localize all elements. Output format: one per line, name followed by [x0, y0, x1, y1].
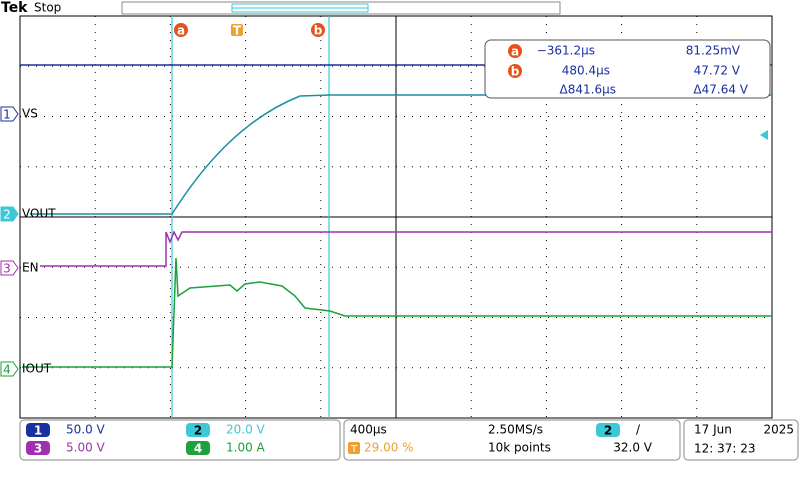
marker-trigger: [231, 24, 243, 36]
channel-flag: [0, 106, 19, 122]
scale-icon: [26, 441, 50, 455]
channel-number: 1: [3, 108, 11, 122]
record-window-frame: [231, 3, 369, 13]
channel-flag: [0, 206, 19, 222]
sample-rate: 2.50MS/s: [488, 423, 543, 437]
channel-label: VS: [22, 107, 38, 121]
marker-trigger-label: T: [233, 24, 242, 38]
trigger-position: 29.00 %: [364, 441, 414, 455]
trigger-level: 32.0 V: [613, 441, 653, 455]
date: 17 Jun: [694, 423, 732, 437]
marker-b: [311, 23, 325, 37]
readout-time: 480.4µs: [562, 64, 610, 78]
channel-labels: 1 VS 2 VOUT 3 EN 4 IOUT: [0, 106, 56, 377]
scale-icon: [186, 441, 210, 455]
vertical-panel: [19, 419, 341, 461]
readout-tag: b: [511, 65, 520, 79]
channel-flag: [0, 260, 19, 276]
trace-ch2: [30, 94, 772, 215]
ch2-offset-arrow: [760, 130, 768, 140]
scale-value: 50.0 V: [66, 423, 106, 437]
marker-a: [174, 23, 188, 37]
channel-flag: [0, 361, 19, 377]
readout-delta-time: Δ841.6µs: [560, 83, 616, 97]
channel-number: 3: [3, 262, 11, 276]
trace-ch3: [40, 230, 772, 267]
year: 2025: [763, 423, 794, 437]
channel-label: IOUT: [22, 362, 52, 376]
scale-number: 2: [194, 424, 202, 438]
readout-value: 81.25mV: [686, 44, 741, 58]
scale-number: 3: [34, 442, 42, 456]
time: 12: 37: 23: [694, 442, 756, 456]
scale-value: 20.0 V: [226, 423, 266, 437]
channel-number: 2: [3, 208, 11, 222]
channel-label: VOUT: [22, 207, 56, 221]
channel-scales: 1 50.0 V 2 20.0 V 3 5.00 V 4 1.00 A: [26, 423, 266, 456]
readout-box: [484, 39, 771, 99]
trace-ch4: [22, 257, 772, 368]
trigger-slope: /: [636, 423, 641, 437]
marker-b-label: b: [314, 24, 323, 38]
readout-tag: a: [511, 45, 519, 59]
scale-value: 1.00 A: [226, 441, 266, 455]
readout-delta-value: Δ47.64 V: [693, 83, 748, 97]
trigger-tag: T: [350, 444, 358, 455]
trigger-channel-icon: [596, 423, 620, 437]
scale-number: 1: [34, 424, 42, 438]
trigger-icon: [348, 442, 360, 454]
timebase-scale: 400µs: [350, 423, 387, 437]
brand: Tek: [1, 0, 28, 16]
marker-a-label: a: [177, 24, 185, 38]
readout-b-icon: [508, 64, 522, 78]
scale-icon: [26, 423, 50, 437]
scale-icon: [186, 423, 210, 437]
readout-time: −361.2µs: [537, 44, 595, 58]
record-length: 10k points: [488, 441, 551, 455]
scale-number: 4: [194, 442, 202, 456]
clock-panel: [683, 419, 799, 461]
acq-state: Stop: [34, 1, 61, 15]
readout-value: 47.72 V: [694, 64, 741, 78]
scale-value: 5.00 V: [66, 441, 106, 455]
channel-number: 4: [3, 363, 11, 377]
channel-label: EN: [22, 261, 39, 275]
readout-a-icon: [508, 44, 522, 58]
trigger-channel: 2: [604, 424, 612, 438]
